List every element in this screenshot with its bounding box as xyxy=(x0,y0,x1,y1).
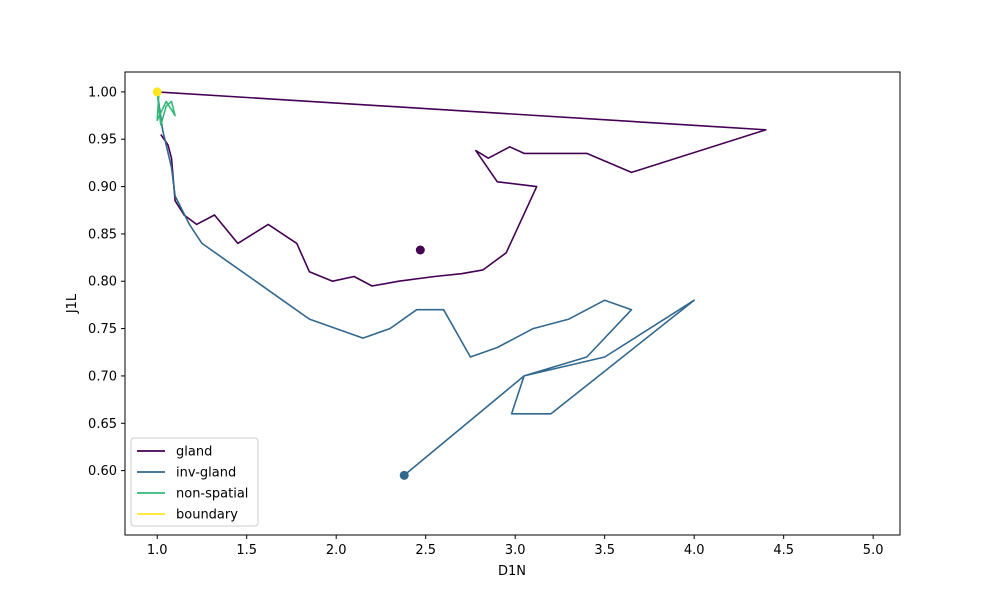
x-tick-label: 3.0 xyxy=(505,543,526,558)
y-tick-label: 1.00 xyxy=(88,85,117,100)
x-tick-label: 1.5 xyxy=(236,543,257,558)
y-tick-label: 0.85 xyxy=(88,227,117,242)
x-tick-label: 5.0 xyxy=(863,543,884,558)
x-tick-label: 3.5 xyxy=(594,543,615,558)
x-tick-label: 2.0 xyxy=(326,543,347,558)
y-tick-label: 0.75 xyxy=(88,322,117,337)
series-line-gland xyxy=(157,91,767,287)
legend-box xyxy=(130,437,259,527)
x-axis-label: D1N xyxy=(498,564,526,579)
series-line-non-spatial xyxy=(156,91,176,126)
y-axis-label: J1L xyxy=(65,293,80,314)
x-tick-label: 4.5 xyxy=(773,543,794,558)
series-endpoint-boundary xyxy=(152,87,162,97)
legend: gland inv-gland non-spatial boundary xyxy=(130,437,259,527)
legend-label-non-spatial: non-spatial xyxy=(176,487,248,502)
y-tick-label: 0.60 xyxy=(88,464,117,479)
series-line-inv-gland xyxy=(156,91,696,476)
series-endpoint-gland xyxy=(415,245,425,255)
x-tick-label: 1.0 xyxy=(147,543,168,558)
y-tick-label: 0.70 xyxy=(88,369,117,384)
legend-label-gland: gland xyxy=(176,445,212,460)
y-tick-label: 0.80 xyxy=(88,275,117,290)
y-tick-label: 0.90 xyxy=(88,180,117,195)
y-tick-label: 0.95 xyxy=(88,133,117,148)
y-tick-label: 0.65 xyxy=(88,417,117,432)
series-layer xyxy=(152,87,767,480)
x-tick-label: 2.5 xyxy=(415,543,436,558)
series-endpoint-inv-gland xyxy=(399,470,409,480)
legend-label-inv-gland: inv-gland xyxy=(176,466,236,481)
x-tick-label: 4.0 xyxy=(684,543,705,558)
plot-frame xyxy=(124,71,901,536)
legend-label-boundary: boundary xyxy=(176,508,238,523)
tick-layer: 1.0 1.5 2.0 2.5 3.0 3.5 4.0 4.5 5.0 0.60 0.65 0.70 0… xyxy=(88,85,883,558)
